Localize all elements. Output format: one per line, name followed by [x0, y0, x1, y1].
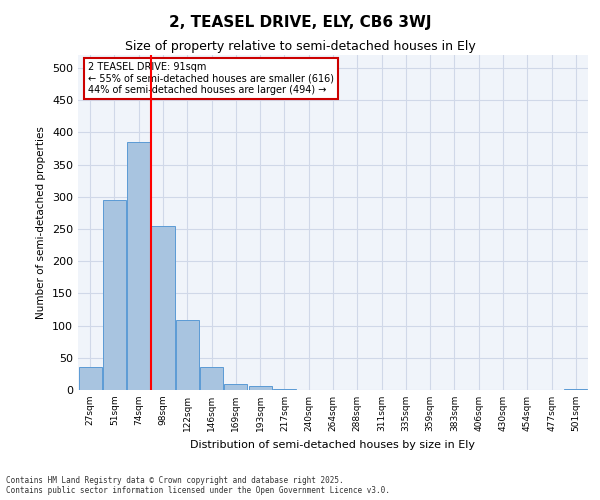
Bar [248, 386, 272, 390]
Y-axis label: Number of semi-detached properties: Number of semi-detached properties [37, 126, 46, 319]
Bar [103, 200, 126, 390]
Bar [224, 384, 247, 390]
Bar [127, 142, 150, 390]
Text: Contains HM Land Registry data © Crown copyright and database right 2025.
Contai: Contains HM Land Registry data © Crown c… [6, 476, 390, 495]
Bar [200, 367, 223, 390]
Text: 2 TEASEL DRIVE: 91sqm
← 55% of semi-detached houses are smaller (616)
44% of sem: 2 TEASEL DRIVE: 91sqm ← 55% of semi-deta… [88, 62, 334, 95]
Bar [79, 368, 101, 390]
Text: Size of property relative to semi-detached houses in Ely: Size of property relative to semi-detach… [125, 40, 475, 53]
X-axis label: Distribution of semi-detached houses by size in Ely: Distribution of semi-detached houses by … [191, 440, 476, 450]
Bar [176, 320, 199, 390]
Text: 2, TEASEL DRIVE, ELY, CB6 3WJ: 2, TEASEL DRIVE, ELY, CB6 3WJ [169, 15, 431, 30]
Bar [151, 226, 175, 390]
